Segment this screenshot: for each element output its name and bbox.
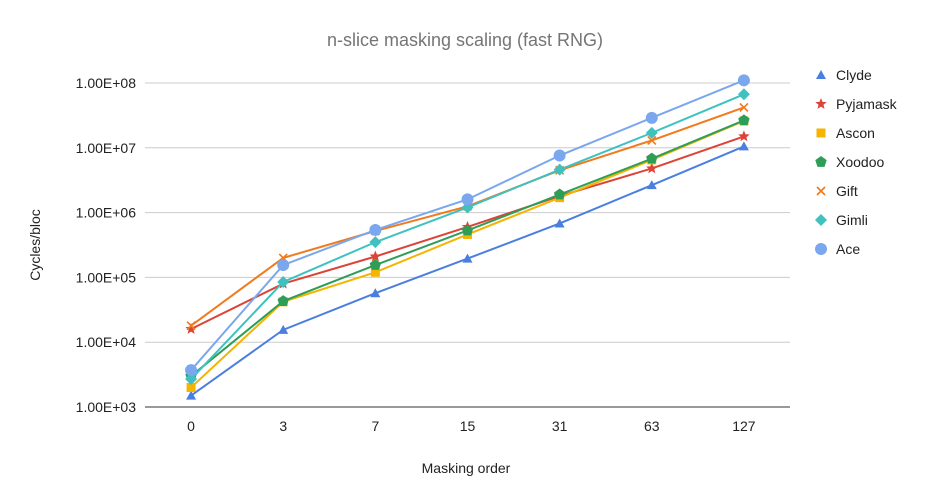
series-ace: [185, 74, 750, 377]
data-point-ace: [277, 259, 290, 272]
legend-item-gift: Gift: [816, 183, 858, 199]
data-point-pyjamask: [185, 322, 197, 334]
data-point-gimli: [369, 236, 382, 249]
legend-item-clyde: Clyde: [816, 67, 872, 83]
data-point-pyjamask: [369, 250, 382, 262]
legend-marker-xoodoo: [815, 156, 827, 167]
data-point-gimli: [737, 88, 750, 101]
data-point-ace: [737, 74, 750, 87]
data-point-pyjamask: [646, 162, 658, 174]
x-tick-label: 0: [187, 418, 195, 434]
legend-marker-clyde: [816, 70, 826, 79]
y-tick-labels: 1.00E+03 1.00E+04 1.00E+05 1.00E+06 1.00E+07…: [76, 75, 137, 415]
data-point-ace: [553, 149, 566, 162]
data-point-ace: [645, 111, 658, 124]
data-point-gimli: [645, 126, 658, 139]
x-tick-label: 63: [644, 418, 660, 434]
data-point-xoodoo: [461, 224, 474, 236]
series-line-xoodoo: [190, 119, 745, 377]
data-point-clyde: [554, 218, 565, 228]
data-point-pyjamask: [738, 130, 750, 142]
y-tick-label: 1.00E+05: [76, 269, 137, 285]
x-axis-label: Masking order: [422, 460, 511, 476]
y-tick-label: 1.00E+08: [76, 75, 137, 91]
legend-item-xoodoo: Xoodoo: [815, 154, 884, 170]
data-point-gift: [647, 135, 657, 145]
data-point-gimli: [185, 373, 198, 386]
legend-marker-gimli: [815, 214, 827, 226]
legend-label-gimli: Gimli: [836, 212, 868, 228]
y-tick-label: 1.00E+04: [76, 334, 137, 350]
data-point-xoodoo: [553, 188, 566, 200]
legend-item-gimli: Gimli: [815, 212, 868, 228]
data-point-gift: [186, 321, 196, 331]
data-point-gimli: [553, 163, 566, 176]
legend-label-pyjamask: Pyjamask: [836, 96, 898, 112]
data-point-ascon: [186, 382, 196, 392]
data-point-ace: [185, 364, 198, 377]
data-point-clyde: [278, 324, 289, 334]
data-point-clyde: [186, 390, 197, 400]
legend-label-clyde: Clyde: [836, 67, 872, 83]
x-tick-labels: 0 3 7 15 31 63 127: [187, 418, 756, 434]
legend-item-ascon: Ascon: [816, 125, 875, 141]
gridlines: [145, 82, 790, 408]
data-point-xoodoo: [369, 259, 382, 270]
y-axis-label: Cycles/bloc: [27, 209, 43, 281]
legend-marker-gift: [816, 186, 826, 196]
data-point-xoodoo: [646, 152, 658, 164]
x-tick-label: 7: [371, 418, 379, 434]
data-point-clyde: [462, 253, 473, 263]
x-tick-label: 31: [552, 418, 568, 434]
legend-label-xoodoo: Xoodoo: [836, 154, 884, 170]
x-tick-label: 3: [279, 418, 287, 434]
data-point-xoodoo: [277, 295, 289, 307]
legend-label-ascon: Ascon: [836, 125, 875, 141]
data-point-clyde: [738, 141, 749, 151]
series-clyde: [186, 141, 749, 400]
data-point-ace: [461, 193, 474, 206]
data-point-gimli: [277, 275, 290, 288]
legend-marker-pyjamask: [815, 98, 827, 109]
legend-marker-ascon: [816, 128, 826, 138]
y-tick-label: 1.00E+06: [76, 205, 137, 221]
chart-title: n-slice masking scaling (fast RNG): [327, 30, 603, 50]
data-point-ace: [369, 223, 382, 236]
legend-label-ace: Ace: [836, 241, 860, 257]
legend: Clyde Pyjamask Ascon Xoodoo Gift Gimli Ace: [815, 67, 898, 257]
x-tick-label: 127: [732, 418, 756, 434]
legend-marker-ace: [815, 243, 827, 255]
y-tick-label: 1.00E+03: [76, 399, 137, 415]
data-point-clyde: [646, 180, 657, 190]
legend-item-pyjamask: Pyjamask: [815, 96, 898, 112]
series-group: [185, 74, 750, 400]
x-tick-label: 15: [460, 418, 476, 434]
data-point-clyde: [370, 288, 381, 298]
series-xoodoo: [185, 114, 750, 381]
series-line-clyde: [190, 145, 745, 397]
y-tick-label: 1.00E+07: [76, 140, 137, 156]
legend-label-gift: Gift: [836, 183, 858, 199]
data-point-xoodoo: [738, 114, 750, 126]
data-point-ascon: [370, 267, 380, 277]
data-point-gift: [739, 102, 749, 112]
series-gimli: [185, 88, 750, 386]
legend-item-ace: Ace: [815, 241, 860, 257]
